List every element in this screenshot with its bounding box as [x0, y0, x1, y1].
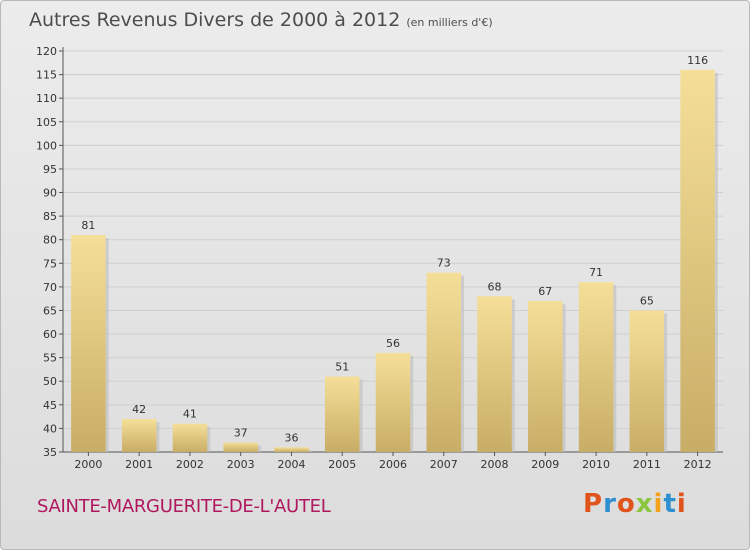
x-tick-label: 2010	[582, 458, 610, 471]
chart-title: Autres Revenus Divers de 2000 à 2012 (en …	[29, 9, 493, 31]
place-name: SAINTE-MARGUERITE-DE-L'AUTEL	[37, 496, 331, 517]
y-tick-label: 60	[43, 328, 57, 341]
y-tick-label: 110	[36, 92, 57, 105]
y-tick-label: 85	[43, 210, 57, 223]
data-label: 116	[687, 54, 708, 67]
data-label: 81	[81, 219, 95, 232]
y-tick-label: 55	[43, 352, 57, 365]
bar-2001	[121, 418, 157, 452]
x-tick-label: 2011	[633, 458, 661, 471]
logo-letter: x	[635, 489, 654, 519]
x-tick-label: 2005	[328, 458, 356, 471]
data-label: 65	[640, 294, 654, 307]
x-tick-label: 2006	[379, 458, 407, 471]
data-label: 67	[538, 285, 552, 298]
labels: 35 40 45 50 55 60 65 70 75 80 85 90 95 100 105 110 115 12…	[36, 45, 712, 471]
y-tick-label: 50	[43, 375, 57, 388]
y-tick-label: 35	[43, 446, 57, 459]
y-tick-label: 95	[43, 163, 57, 176]
x-tick-label: 2003	[227, 458, 255, 471]
x-tick-label: 2002	[176, 458, 204, 471]
data-label: 41	[183, 408, 197, 421]
data-label: 73	[437, 257, 451, 270]
logo-letter: t	[663, 489, 677, 519]
data-label: 68	[488, 280, 502, 293]
y-tick-label: 70	[43, 281, 57, 294]
y-tick-label: 75	[43, 257, 57, 270]
bar-2010	[578, 282, 614, 452]
x-tick-label: 2008	[481, 458, 509, 471]
x-tick-label: 2009	[531, 458, 559, 471]
logo-letter: o	[616, 489, 636, 519]
x-tick-label: 2001	[125, 458, 153, 471]
y-tick-label: 80	[43, 234, 57, 247]
x-tick-label: 2000	[74, 458, 102, 471]
y-tick-label: 115	[36, 69, 57, 82]
x-tick-label: 2012	[684, 458, 712, 471]
chart-title-text: Autres Revenus Divers de 2000 à 2012	[29, 9, 401, 31]
data-label: 51	[335, 361, 349, 374]
bar-2004	[274, 447, 309, 452]
bar-2012	[680, 69, 715, 452]
logo-letter: P	[583, 489, 604, 519]
y-tick-label: 65	[43, 304, 57, 317]
y-tick-label: 100	[36, 139, 57, 152]
y-tick-label: 120	[36, 45, 57, 58]
bar-2002	[172, 423, 208, 452]
x-tick-label: 2007	[430, 458, 458, 471]
bar-2007	[426, 272, 462, 452]
y-tick-label: 40	[43, 422, 57, 435]
logo-letter: r	[603, 489, 617, 519]
bar-2003	[223, 442, 258, 452]
data-label: 71	[589, 266, 603, 279]
bar-2000	[71, 234, 106, 452]
data-label: 42	[132, 403, 146, 416]
data-label: 36	[284, 431, 298, 444]
logo-letter: i	[676, 489, 687, 519]
data-label: 37	[234, 427, 248, 440]
chart-unit: (en milliers d'€)	[406, 16, 493, 29]
bars	[71, 69, 718, 452]
y-tick-label: 105	[36, 116, 57, 129]
y-tick-label: 45	[43, 399, 57, 412]
x-tick-label: 2004	[277, 458, 305, 471]
bar-2006	[375, 352, 411, 452]
proxiti-logo: Proxiti	[583, 489, 687, 519]
bar-2008	[477, 296, 512, 452]
bar-2005	[324, 376, 360, 452]
bar-2009	[528, 301, 563, 452]
y-tick-label: 90	[43, 187, 57, 200]
logo-letter: i	[653, 489, 664, 519]
bar-2011	[629, 310, 665, 452]
data-label: 56	[386, 337, 400, 350]
